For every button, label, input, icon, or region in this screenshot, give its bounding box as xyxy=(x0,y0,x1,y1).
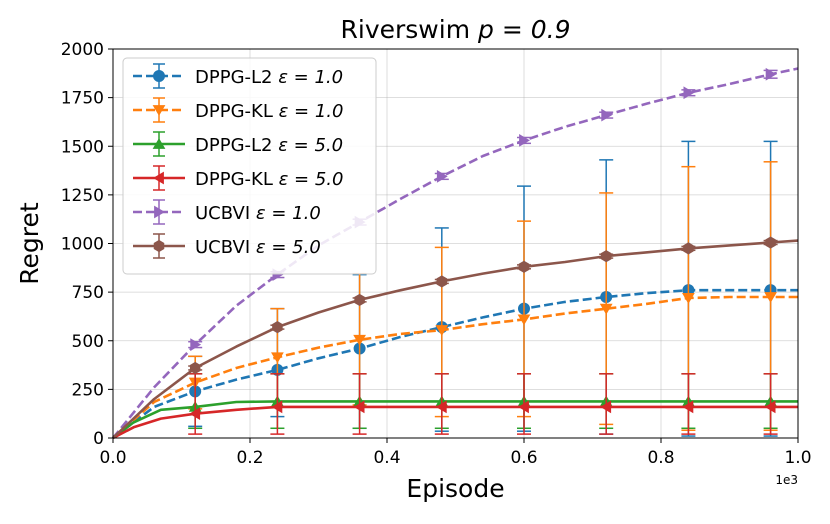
data-point xyxy=(764,292,777,303)
data-point xyxy=(272,321,283,334)
data-point xyxy=(189,361,201,375)
data-point xyxy=(682,400,694,414)
legend-label-text: DPPG-L2 xyxy=(195,67,278,88)
series-line xyxy=(112,400,798,440)
y-tick-label: 0 xyxy=(93,429,104,449)
legend-item: DPPG-KL ε = 1.0 xyxy=(133,97,343,123)
legend-label-text: UCBVI xyxy=(195,237,256,258)
data-point xyxy=(354,293,365,306)
legend-label: UCBVI ε = 1.0 xyxy=(195,203,321,224)
legend-label: DPPG-L2 ε = 1.0 xyxy=(195,67,343,88)
data-point xyxy=(435,400,447,414)
legend-label: DPPG-KL ε = 5.0 xyxy=(195,169,343,190)
x-tick-label: 0.2 xyxy=(236,448,263,468)
series-line xyxy=(111,67,799,439)
legend-item: DPPG-KL ε = 5.0 xyxy=(133,165,343,191)
legend-label-math: ε = 5.0 xyxy=(278,135,343,156)
x-tick-label: 1.0 xyxy=(784,448,811,468)
series-line xyxy=(112,288,798,440)
x-tick-label: 0.0 xyxy=(99,448,126,468)
y-tick-label: 2000 xyxy=(61,40,104,60)
series-line xyxy=(112,405,798,440)
data-point xyxy=(271,352,284,364)
legend-item: UCBVI ε = 5.0 xyxy=(133,233,321,259)
chart-title: Riverswim p = 0.9 xyxy=(341,15,571,44)
legend-marker xyxy=(153,171,164,185)
series-3 xyxy=(112,373,798,440)
legend-item: DPPG-L2 ε = 1.0 xyxy=(133,63,343,89)
legend-label-text: DPPG-KL xyxy=(195,169,279,190)
data-point xyxy=(518,400,529,414)
legend-marker xyxy=(154,205,165,219)
data-point xyxy=(600,250,612,263)
data-point xyxy=(765,67,777,81)
data-point xyxy=(764,400,776,414)
data-point xyxy=(435,325,449,336)
legend-label-math: ε = 1.0 xyxy=(278,67,343,88)
y-tick-label: 1250 xyxy=(61,186,104,206)
data-point xyxy=(519,134,530,147)
data-point xyxy=(599,303,613,315)
x-tick-label: 0.6 xyxy=(510,448,537,468)
y-tick-label: 1000 xyxy=(61,235,104,255)
legend-marker xyxy=(153,70,165,82)
data-point xyxy=(682,293,695,304)
data-point xyxy=(683,86,695,100)
legend-marker xyxy=(153,239,165,253)
legend-box xyxy=(122,57,377,275)
legend-item: UCBVI ε = 1.0 xyxy=(133,199,321,225)
legend-label-text: DPPG-KL xyxy=(195,101,279,122)
x-axis-label: Episode xyxy=(406,474,504,503)
data-point xyxy=(353,400,365,414)
data-point xyxy=(189,407,201,421)
chart-title-text: Riverswim xyxy=(341,15,479,44)
data-point xyxy=(601,108,613,122)
tick-layer: 0.0 0.2 0.4 0.6 0.8 1.0 0 250 500 750 1000 1250 1500… xyxy=(61,40,812,468)
y-tick-label: 500 xyxy=(72,332,104,352)
x-tick-label: 0.4 xyxy=(373,448,400,468)
legend-marker xyxy=(152,138,166,149)
y-tick-label: 1500 xyxy=(61,137,104,157)
legend-label-text: UCBVI xyxy=(195,203,256,224)
legend-label-math: ε = 5.0 xyxy=(279,169,344,190)
chart-title-math: p = 0.9 xyxy=(477,15,570,44)
y-tick-label: 1750 xyxy=(61,89,104,109)
legend-label-math: ε = 5.0 xyxy=(256,237,321,258)
legend-label: DPPG-KL ε = 1.0 xyxy=(195,101,343,122)
series-line xyxy=(112,239,799,439)
data-point xyxy=(600,400,612,414)
data-point xyxy=(436,275,448,288)
data-point xyxy=(518,260,530,273)
legend-label-text: DPPG-L2 xyxy=(195,135,278,156)
legend-label-math: ε = 1.0 xyxy=(279,101,344,122)
y-axis-label: Regret xyxy=(15,202,44,285)
legend-item: DPPG-L2 ε = 5.0 xyxy=(133,131,343,157)
legend-label: DPPG-L2 ε = 5.0 xyxy=(195,135,343,156)
data-point xyxy=(271,400,283,414)
data-point xyxy=(683,242,694,255)
legend-label-math: ε = 1.0 xyxy=(256,203,321,224)
data-point xyxy=(190,338,202,352)
y-tick-label: 250 xyxy=(72,380,104,400)
data-point xyxy=(436,170,448,183)
series-line xyxy=(112,295,798,439)
data-point xyxy=(517,314,531,326)
legend-marker xyxy=(152,105,166,116)
y-tick-label: 750 xyxy=(72,283,104,303)
series-5 xyxy=(112,236,799,439)
series-layer xyxy=(111,67,799,440)
x-tick-label: 0.8 xyxy=(647,448,674,468)
data-point xyxy=(353,334,366,346)
x-axis-offset-label: 1e3 xyxy=(775,473,798,487)
legend-label: UCBVI ε = 5.0 xyxy=(195,237,321,258)
data-point xyxy=(765,236,776,249)
